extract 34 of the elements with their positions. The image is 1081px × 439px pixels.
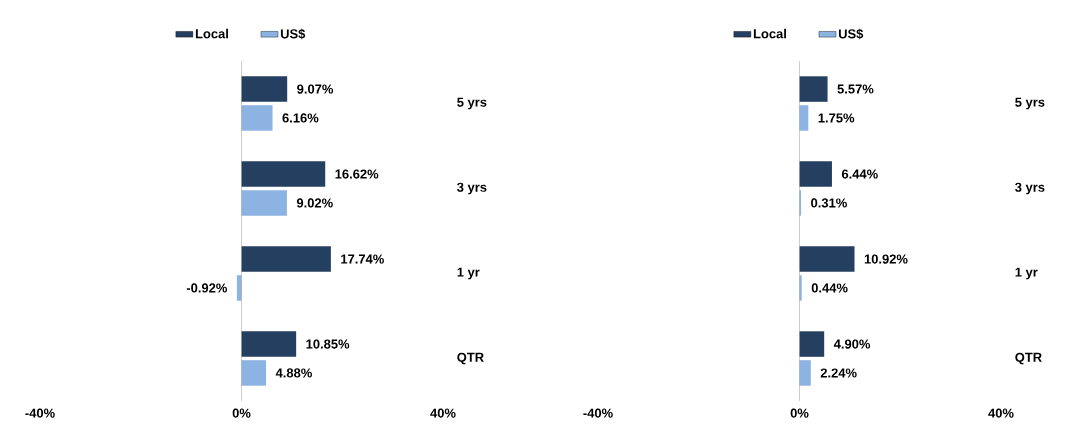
x-tick-label: 40%	[430, 408, 456, 418]
data-label: 9.07%	[297, 84, 334, 94]
data-label: 5.57%	[837, 84, 874, 94]
data-label: 9.02%	[296, 198, 333, 208]
legend-label: US$	[838, 28, 864, 40]
y-tick-label: 1 yr	[457, 267, 480, 280]
x-tick-label: -40%	[583, 408, 613, 418]
data-label: 17.74%	[341, 254, 384, 264]
data-label: 6.44%	[841, 169, 878, 179]
legend-label: Local	[753, 28, 786, 39]
data-label: 10.92%	[864, 254, 908, 264]
data-label: 16.62%	[335, 169, 379, 179]
data-label: 6.16%	[282, 113, 319, 123]
data-label: 4.90%	[833, 339, 871, 349]
y-tick-label: QTR	[1015, 352, 1042, 365]
data-label: 2.24%	[820, 368, 857, 378]
x-tick-label: 40%	[988, 408, 1014, 418]
y-tick-label: 3 yrs	[1015, 182, 1045, 195]
data-label: 0.44%	[811, 283, 848, 293]
data-label: 0.31%	[811, 198, 847, 208]
x-tick-label: 0%	[790, 408, 809, 418]
data-label: 1.75%	[818, 113, 855, 123]
x-tick-label: 0%	[232, 408, 251, 418]
legend-label: US$	[280, 28, 306, 40]
y-tick-label: 5 yrs	[1015, 97, 1045, 110]
data-label: 10.85%	[306, 339, 350, 349]
data-label: -0.92%	[186, 283, 228, 293]
y-tick-label: 3 yrs	[457, 182, 487, 195]
legend-label: Local	[195, 28, 228, 39]
x-tick-label: -40%	[25, 408, 55, 418]
data-label: 4.88%	[275, 368, 312, 378]
y-tick-label: 5 yrs	[457, 97, 487, 110]
y-tick-label: QTR	[457, 352, 484, 365]
y-tick-label: 1 yr	[1015, 267, 1038, 280]
